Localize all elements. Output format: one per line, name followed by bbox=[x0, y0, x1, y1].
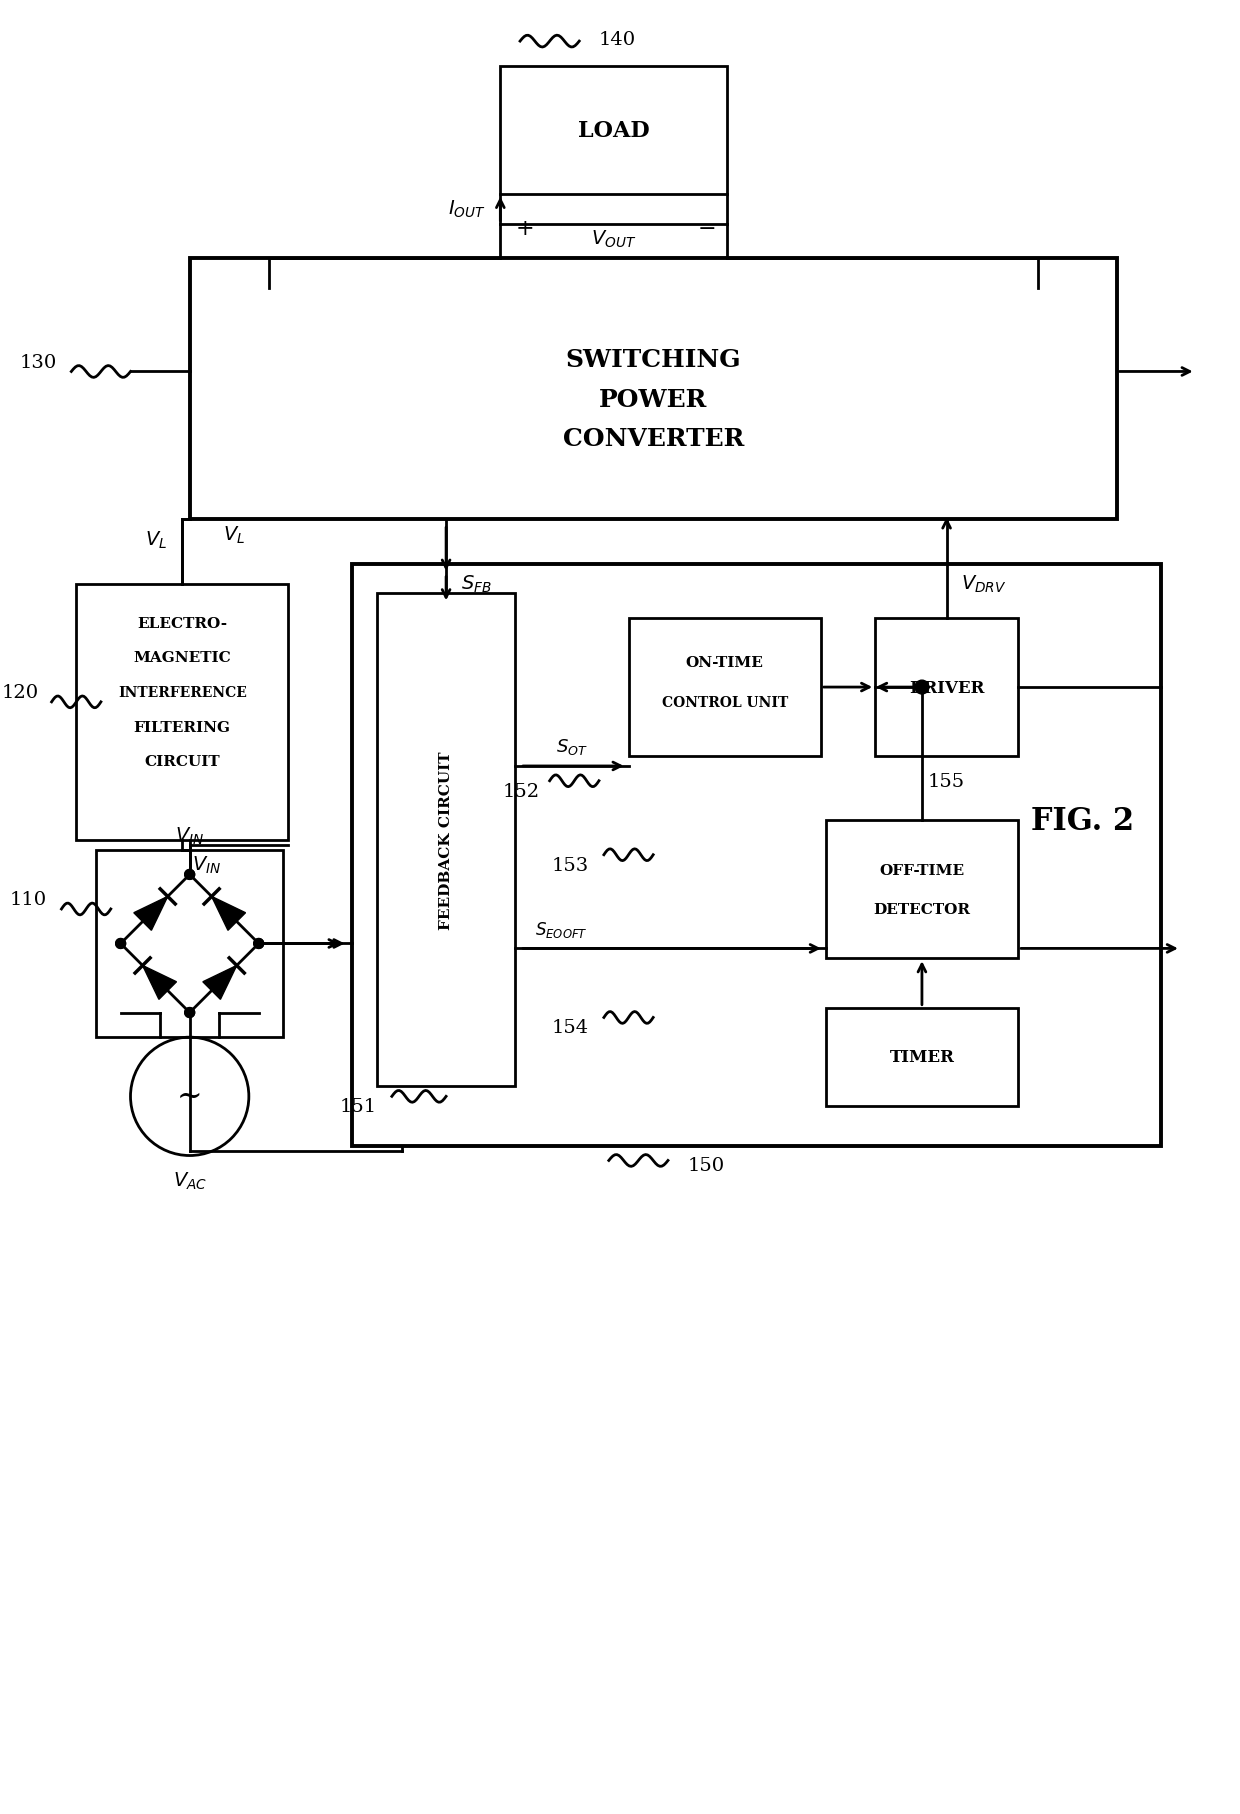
Circle shape bbox=[185, 871, 195, 880]
Circle shape bbox=[185, 1009, 195, 1018]
Circle shape bbox=[254, 940, 264, 949]
Text: 120: 120 bbox=[1, 684, 38, 702]
Text: FILTERING: FILTERING bbox=[134, 720, 231, 735]
Text: $S_{FB}$: $S_{FB}$ bbox=[461, 573, 491, 595]
Bar bbox=[76, 584, 288, 840]
Text: 130: 130 bbox=[20, 354, 57, 372]
Text: $S_{OT}$: $S_{OT}$ bbox=[556, 736, 588, 756]
Circle shape bbox=[115, 940, 125, 949]
Polygon shape bbox=[134, 896, 167, 931]
Text: FIG. 2: FIG. 2 bbox=[1030, 805, 1133, 836]
Polygon shape bbox=[212, 896, 246, 931]
Circle shape bbox=[915, 680, 929, 695]
Bar bbox=[377, 593, 515, 1087]
Text: CONTROL UNIT: CONTROL UNIT bbox=[662, 695, 787, 709]
Text: SWITCHING: SWITCHING bbox=[565, 348, 742, 372]
Bar bbox=[95, 851, 284, 1038]
Text: $I_{OUT}$: $I_{OUT}$ bbox=[448, 200, 486, 219]
Bar bbox=[875, 619, 1018, 756]
Text: TIMER: TIMER bbox=[889, 1048, 955, 1067]
Text: 140: 140 bbox=[599, 31, 636, 49]
Text: ~: ~ bbox=[177, 1081, 202, 1112]
Text: DETECTOR: DETECTOR bbox=[873, 903, 971, 916]
Polygon shape bbox=[143, 965, 176, 1000]
Text: +: + bbox=[516, 218, 534, 239]
Text: CONVERTER: CONVERTER bbox=[563, 426, 744, 452]
Text: 154: 154 bbox=[552, 1019, 589, 1038]
Text: $V_L$: $V_L$ bbox=[223, 524, 246, 546]
Circle shape bbox=[115, 940, 125, 949]
Text: 155: 155 bbox=[928, 773, 965, 791]
Circle shape bbox=[185, 1009, 195, 1018]
Bar bbox=[826, 820, 1018, 960]
Text: INTERFERENCE: INTERFERENCE bbox=[118, 686, 247, 700]
Text: $V_{OUT}$: $V_{OUT}$ bbox=[591, 229, 636, 250]
Text: 152: 152 bbox=[502, 782, 539, 800]
Text: −: − bbox=[698, 218, 717, 239]
Text: 150: 150 bbox=[688, 1157, 725, 1175]
Text: LOAD: LOAD bbox=[578, 120, 650, 141]
Text: ELECTRO-: ELECTRO- bbox=[138, 617, 227, 631]
Text: $V_{DRV}$: $V_{DRV}$ bbox=[961, 573, 1007, 595]
Bar bbox=[500, 67, 727, 194]
Text: $S_{EOOFT}$: $S_{EOOFT}$ bbox=[534, 920, 588, 940]
Bar bbox=[826, 1009, 1018, 1107]
Bar bbox=[190, 259, 1117, 521]
Text: OFF-TIME: OFF-TIME bbox=[879, 863, 965, 876]
Text: POWER: POWER bbox=[599, 388, 707, 412]
Polygon shape bbox=[203, 965, 237, 1000]
Text: $V_{IN}$: $V_{IN}$ bbox=[192, 854, 221, 876]
Text: ON-TIME: ON-TIME bbox=[686, 657, 764, 669]
Text: FEEDBACK CIRCUIT: FEEDBACK CIRCUIT bbox=[439, 751, 453, 929]
Text: $V_{AC}$: $V_{AC}$ bbox=[172, 1170, 207, 1192]
Text: DRIVER: DRIVER bbox=[909, 678, 985, 697]
Circle shape bbox=[185, 871, 195, 880]
Text: $V_{IN}$: $V_{IN}$ bbox=[175, 825, 205, 845]
Text: 153: 153 bbox=[552, 856, 589, 874]
Bar bbox=[352, 564, 1161, 1146]
Text: MAGNETIC: MAGNETIC bbox=[134, 651, 231, 666]
Text: CIRCUIT: CIRCUIT bbox=[145, 755, 219, 769]
Text: 110: 110 bbox=[10, 891, 47, 909]
Circle shape bbox=[254, 940, 264, 949]
Text: 151: 151 bbox=[340, 1097, 377, 1116]
Bar bbox=[629, 619, 821, 756]
Text: $V_L$: $V_L$ bbox=[145, 530, 167, 550]
